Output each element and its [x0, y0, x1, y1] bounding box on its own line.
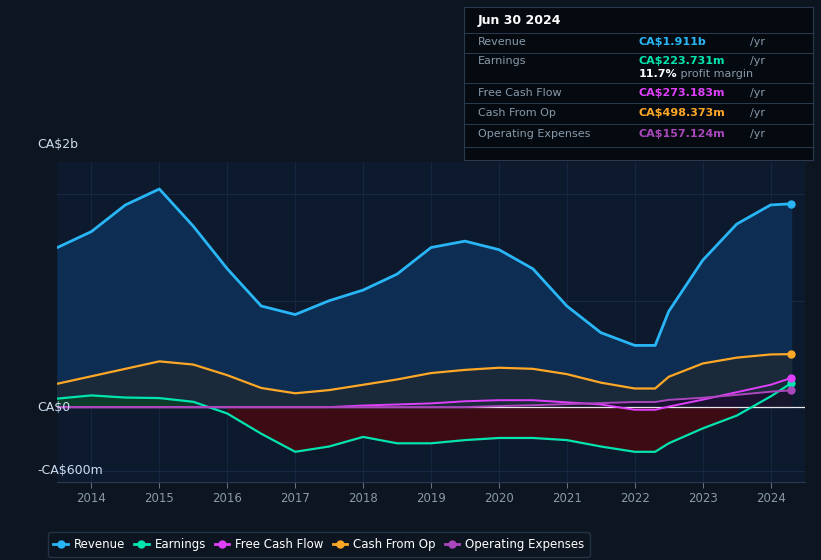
Text: CA$1.911b: CA$1.911b: [639, 36, 706, 46]
Legend: Revenue, Earnings, Free Cash Flow, Cash From Op, Operating Expenses: Revenue, Earnings, Free Cash Flow, Cash …: [48, 533, 590, 557]
Text: /yr: /yr: [750, 129, 765, 139]
Text: 11.7%: 11.7%: [639, 68, 677, 78]
Text: Cash From Op: Cash From Op: [478, 108, 556, 118]
Text: Operating Expenses: Operating Expenses: [478, 129, 590, 139]
Text: CA$498.373m: CA$498.373m: [639, 108, 725, 118]
Text: CA$223.731m: CA$223.731m: [639, 57, 725, 66]
Text: CA$157.124m: CA$157.124m: [639, 129, 725, 139]
Text: Free Cash Flow: Free Cash Flow: [478, 88, 562, 99]
Text: CA$0: CA$0: [37, 400, 70, 414]
Text: CA$2b: CA$2b: [37, 138, 78, 151]
Text: Revenue: Revenue: [478, 36, 526, 46]
Text: /yr: /yr: [750, 36, 765, 46]
Text: /yr: /yr: [750, 108, 765, 118]
Text: Earnings: Earnings: [478, 57, 526, 66]
Text: CA$273.183m: CA$273.183m: [639, 88, 725, 99]
Text: /yr: /yr: [750, 57, 765, 66]
Text: -CA$600m: -CA$600m: [37, 464, 103, 478]
Text: Jun 30 2024: Jun 30 2024: [478, 15, 562, 27]
Text: profit margin: profit margin: [677, 68, 753, 78]
Text: /yr: /yr: [750, 88, 765, 99]
